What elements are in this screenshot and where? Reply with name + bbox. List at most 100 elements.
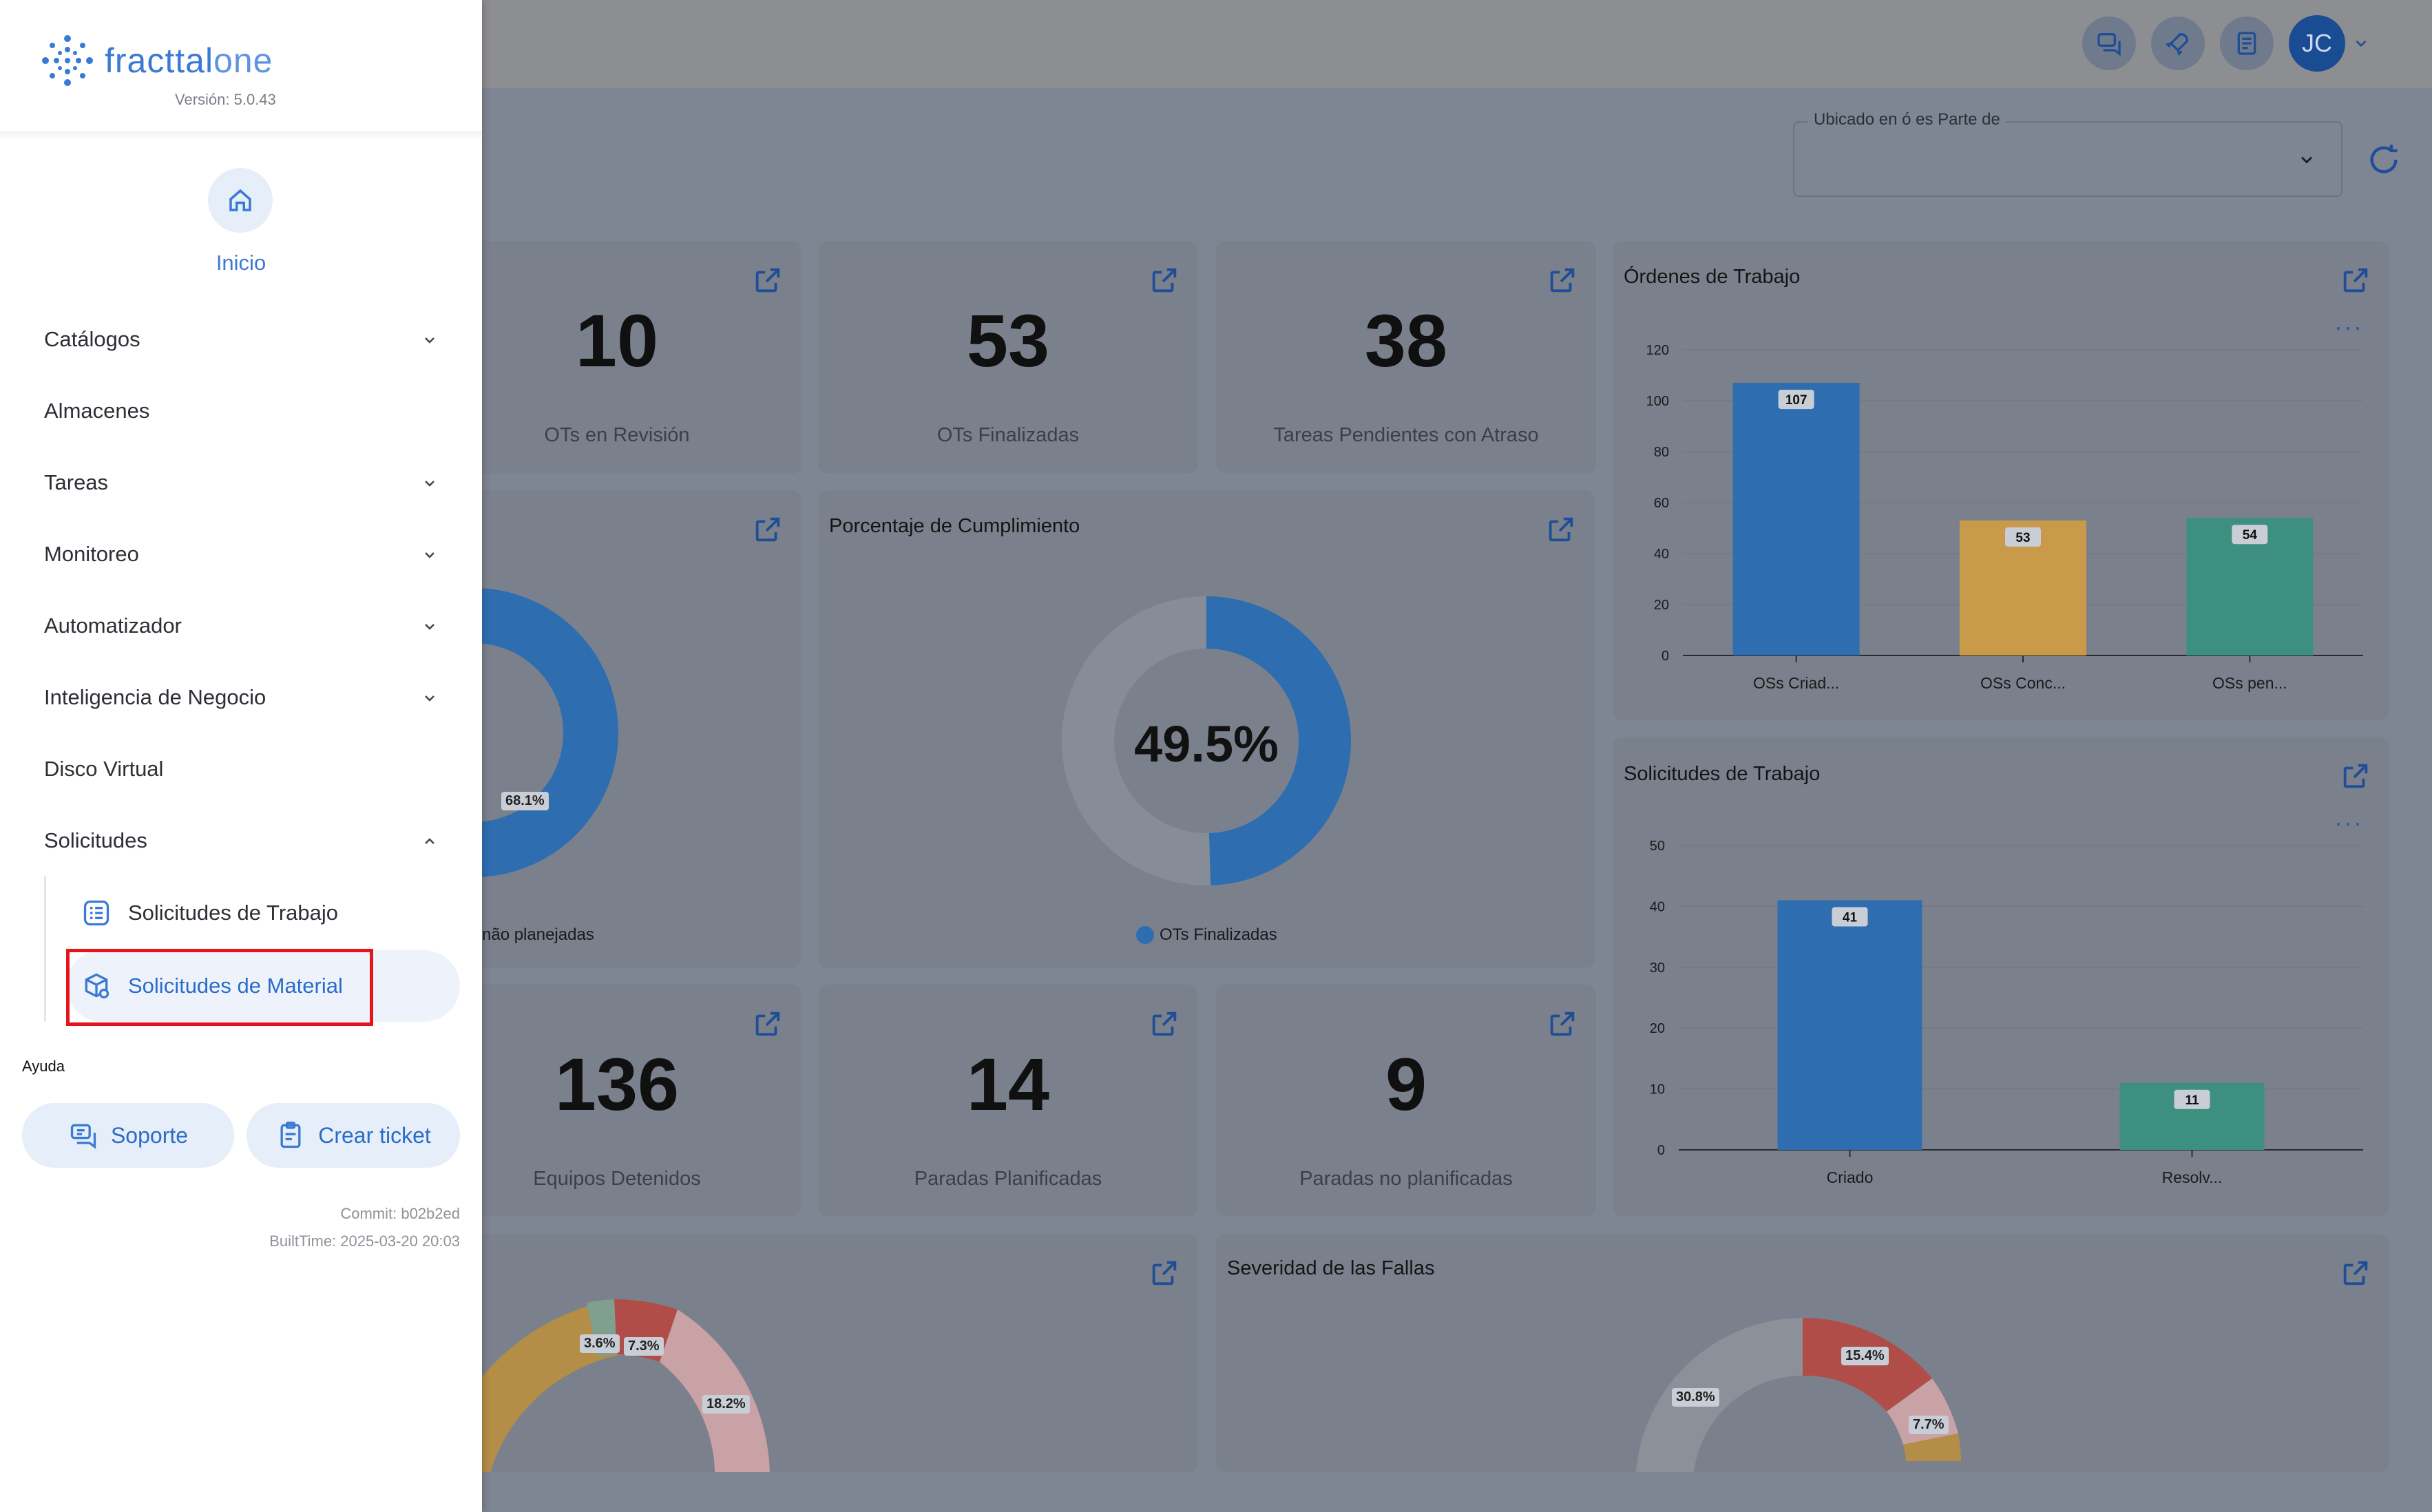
external-link-icon[interactable] [1149,264,1180,296]
chart-title: Severidad de las Fallas [1227,1257,1435,1279]
package-icon [85,973,109,999]
divider [0,131,482,140]
location-filter-select[interactable]: Ubicado en ó es Parte de [1793,110,2342,197]
rocket-icon[interactable] [2151,17,2205,70]
more-options-icon[interactable]: ··· [2334,808,2363,837]
external-link-icon[interactable] [2340,264,2371,296]
severity-card: Severidad de las Fallas 15.4% 7.7% 30.8% [1216,1234,2389,1472]
kpi-value: 136 [554,1042,680,1126]
kpi-label: OTs en Revisión [544,424,690,446]
y-tick-label: 0 [1657,1143,1665,1158]
external-link-icon[interactable] [1545,514,1577,545]
donut-data-label: 3.6% [580,1334,620,1353]
external-link-icon[interactable] [1547,1008,1578,1040]
x-tick-label: Resolv... [2162,1168,2223,1186]
chevron-down-icon[interactable] [2352,34,2370,52]
data-label-bg [1778,390,1814,410]
nav-item-tareas[interactable]: Tareas [0,452,482,514]
data-label-bg [2174,1089,2210,1109]
built-time: BuiltTime: 2025-03-20 20:03 [269,1232,460,1250]
donut-segment [1636,1318,1803,1472]
subnav-item-solicitudes-material[interactable]: Solicitudes de Material [66,950,460,1022]
donut-data-label: 30.8% [1672,1388,1719,1407]
chart-card-ordenes-trabajo: Órdenes de Trabajo ··· 0 20 40 60 80 100 120 10… [1613,241,2389,720]
x-tick-label: Criado [1827,1168,1874,1186]
nav-item-monitoreo[interactable]: Monitoreo [0,523,482,585]
top-actions: JC [2082,15,2370,72]
data-label: 41 [1843,911,1858,925]
external-link-icon[interactable] [2340,760,2371,792]
donut-legend-label: não planejadas [482,925,594,944]
kpi-card-ots-revision: 10 OTs en Revisión [432,241,801,474]
subnav-item-solicitudes-trabajo[interactable]: Solicitudes de Trabajo [66,877,460,949]
nav-item-almacenes[interactable]: Almacenes [0,380,482,442]
external-link-icon[interactable] [2340,1257,2371,1289]
list-icon [83,900,109,926]
nav-item-disco-virtual[interactable]: Disco Virtual [0,738,482,800]
kpi-value: 10 [575,299,659,382]
create-ticket-button[interactable]: Crear ticket [247,1103,460,1168]
avatar[interactable]: JC [2289,15,2345,72]
data-label-bg [1832,907,1868,927]
x-tick-label: OSs Criad... [1753,674,1839,692]
chat-support-icon[interactable] [2082,17,2136,70]
y-tick-label: 40 [1650,899,1665,914]
donut-segment [1903,1434,1961,1461]
fracttal-logo-icon [42,35,93,86]
document-icon[interactable] [2220,17,2274,70]
y-tick-label: 20 [1650,1021,1665,1036]
y-tick-label: 20 [1654,598,1669,613]
support-button[interactable]: Soporte [22,1103,234,1168]
location-filter-label: Ubicado en ó es Parte de [1808,110,2006,129]
kpi-value: 9 [1385,1042,1427,1126]
nav-item-inteligencia-negocio[interactable]: Inteligencia de Negocio [0,666,482,728]
nav-item-label: Tareas [44,470,109,494]
more-options-icon[interactable]: ··· [2334,313,2363,341]
chart-title: Solicitudes de Trabajo [1624,763,1821,785]
y-tick-label: 100 [1646,394,1669,409]
nav-item-automatizador[interactable]: Automatizador [0,595,482,657]
nav-item-catalogos[interactable]: Catálogos [0,308,482,370]
external-link-icon[interactable] [1149,1008,1180,1040]
data-label-bg [2005,527,2041,547]
chart-title: Órdenes de Trabajo [1624,266,1801,288]
data-label-bg [2232,525,2268,545]
external-link-icon[interactable] [1149,1257,1180,1289]
kpi-value: 14 [966,1042,1050,1126]
y-tick-label: 50 [1650,839,1665,854]
kpi-card-ots-finalizadas: 53 OTs Finalizadas [818,241,1198,474]
chevron-up-icon [425,838,434,844]
refresh-icon[interactable] [2366,142,2402,178]
nav-item-solicitudes[interactable]: Solicitudes [0,810,482,872]
kpi-value: 38 [1364,299,1448,382]
home-icon [229,189,251,211]
kpi-card-tareas-atraso: 38 Tareas Pendientes con Atraso [1216,241,1596,474]
kpi-card-paradas-no-planificadas: 9 Paradas no planificadas [1216,985,1596,1216]
home-label[interactable]: Inicio [216,251,266,275]
nav-item-label: Monitoreo [44,542,139,566]
external-link-icon[interactable] [752,264,784,296]
external-link-icon[interactable] [752,514,784,545]
bar-chart-ordenes: 0 20 40 60 80 100 120 107 OSs Criad... 53 OSs Conc… [1646,343,2363,692]
data-label: 107 [1785,393,1807,408]
chevron-down-icon [425,337,434,344]
support-button-label: Soporte [110,1122,189,1148]
home-button[interactable] [208,168,273,233]
chevron-down-icon [425,695,434,702]
external-link-icon[interactable] [1547,264,1578,296]
legend-swatch [1136,926,1154,944]
y-tick-label: 60 [1654,496,1669,511]
subnav-item-label: Solicitudes de Material [128,974,343,998]
chevron-down-icon [425,552,434,558]
kpi-label: Tareas Pendientes con Atraso [1273,424,1539,446]
compliance-donut [1062,596,1351,885]
help-section-title: Ayuda [22,1058,65,1075]
x-tick-label: OSs pen... [2212,674,2287,692]
donut-segment [1062,596,1351,885]
commit-hash: Commit: b02b2ed [340,1205,460,1222]
y-tick-label: 80 [1654,445,1669,460]
chevron-down-icon [425,481,434,487]
chevron-down-icon [425,624,434,630]
nav-item-label: Solicitudes [44,828,147,852]
external-link-icon[interactable] [752,1008,784,1040]
